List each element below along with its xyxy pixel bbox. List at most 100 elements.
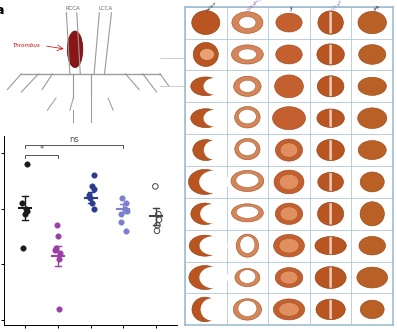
FancyBboxPatch shape [330,267,332,288]
Point [91,186,97,191]
Ellipse shape [358,77,386,95]
Text: CLT-μP: CLT-μP [331,0,343,12]
Ellipse shape [200,298,224,321]
Point [52,247,58,252]
Point [87,195,93,200]
Point [154,228,160,233]
FancyBboxPatch shape [330,110,332,127]
Point [53,245,59,250]
Point [123,228,129,233]
Ellipse shape [236,173,259,187]
FancyBboxPatch shape [330,203,332,224]
Ellipse shape [67,31,83,68]
Ellipse shape [317,76,344,97]
Ellipse shape [199,171,229,193]
Point [155,211,162,217]
Point [54,223,60,228]
Ellipse shape [317,139,344,161]
Ellipse shape [275,75,303,98]
Ellipse shape [360,300,384,319]
Point [86,193,92,198]
Ellipse shape [359,236,385,255]
Ellipse shape [238,300,257,316]
Ellipse shape [276,13,302,32]
Ellipse shape [318,172,343,192]
Ellipse shape [360,202,384,226]
Point [56,306,62,311]
Ellipse shape [358,140,386,160]
Ellipse shape [191,203,219,224]
Ellipse shape [276,45,302,64]
Ellipse shape [240,236,255,253]
Ellipse shape [235,107,260,128]
Point [24,161,30,167]
Ellipse shape [276,139,303,161]
Ellipse shape [279,302,299,316]
Point [152,184,158,189]
Point [118,219,124,225]
Point [91,173,97,178]
Point [89,201,95,206]
Ellipse shape [236,234,259,257]
Ellipse shape [235,138,260,160]
Text: a: a [0,4,4,17]
Point [56,256,62,261]
Point [123,208,130,213]
Ellipse shape [191,109,221,128]
Ellipse shape [317,44,344,65]
Ellipse shape [204,141,224,159]
Text: uPA: uPA [372,4,381,12]
Text: CLT-sFt-μP: CLT-sFt-μP [247,0,266,12]
Text: Thrombus: Thrombus [13,43,40,48]
Ellipse shape [200,204,225,223]
Ellipse shape [274,234,304,257]
Ellipse shape [189,235,221,256]
Ellipse shape [199,267,228,289]
Text: ns: ns [69,134,79,143]
Ellipse shape [236,206,258,218]
Ellipse shape [239,270,256,284]
Ellipse shape [231,170,264,192]
Ellipse shape [238,49,256,60]
Point [156,217,162,222]
FancyBboxPatch shape [330,237,332,254]
Ellipse shape [189,169,222,195]
Text: μP: μP [289,6,296,12]
Ellipse shape [272,107,306,130]
Point [123,201,129,206]
Ellipse shape [193,42,218,66]
Text: LCCA: LCCA [98,6,112,11]
Point [23,206,29,211]
Ellipse shape [275,268,303,288]
Ellipse shape [204,78,226,95]
Ellipse shape [358,108,387,128]
Ellipse shape [280,271,298,284]
Ellipse shape [234,76,261,96]
Ellipse shape [317,109,344,127]
Point [22,211,29,217]
Ellipse shape [279,174,299,190]
Ellipse shape [274,170,304,194]
Ellipse shape [199,48,214,60]
Text: Saline: Saline [206,0,218,12]
Ellipse shape [358,44,386,64]
Point [89,184,95,189]
Point [55,234,61,239]
Text: *: * [39,145,44,154]
Ellipse shape [235,269,260,287]
FancyBboxPatch shape [330,12,332,34]
Ellipse shape [360,172,384,192]
Point [119,195,125,200]
Point [122,206,128,211]
Text: RCCA: RCCA [66,6,81,11]
Ellipse shape [315,267,346,289]
Ellipse shape [273,299,304,320]
Ellipse shape [231,204,263,222]
Ellipse shape [276,203,303,224]
Point [57,250,63,256]
Ellipse shape [315,236,346,255]
Ellipse shape [191,77,221,96]
Point [20,245,27,250]
Ellipse shape [318,11,343,34]
Ellipse shape [316,299,345,320]
